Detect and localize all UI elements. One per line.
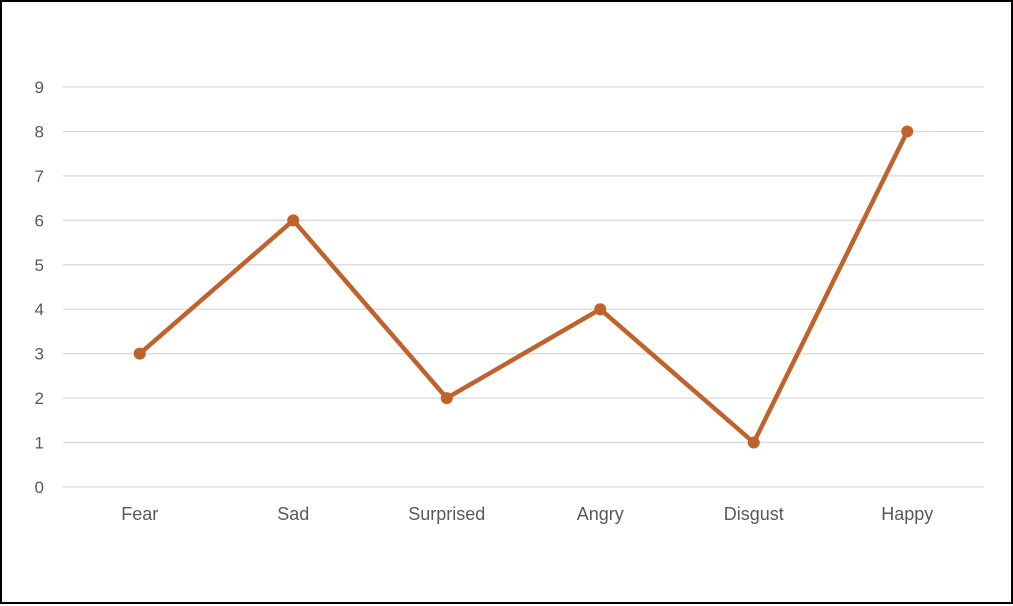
y-axis-tick-labels: 0 1 2 3 4 5 6 7 8 9 <box>35 78 44 497</box>
series-lines <box>137 129 910 445</box>
data-point-happy <box>901 125 914 138</box>
y-tick-label: 0 <box>35 478 44 497</box>
x-axis-category-labels: Fear Sad Surprised Angry Disgust Happy <box>121 504 933 524</box>
x-category-label: Disgust <box>724 504 784 524</box>
y-tick-label: 2 <box>35 389 44 408</box>
y-tick-label: 7 <box>35 167 44 186</box>
series-line <box>137 129 910 445</box>
x-category-label: Fear <box>121 504 158 524</box>
data-point-disgust <box>747 436 760 449</box>
y-tick-label: 3 <box>35 345 44 364</box>
data-point-angry <box>594 303 607 316</box>
gridlines <box>63 86 984 488</box>
y-tick-label: 1 <box>35 434 44 453</box>
data-point-fear <box>133 347 146 360</box>
x-category-label: Sad <box>277 504 309 524</box>
y-tick-label: 5 <box>35 256 44 275</box>
x-category-label: Happy <box>881 504 933 524</box>
data-point-sad <box>287 214 300 227</box>
y-tick-label: 6 <box>35 211 44 230</box>
x-category-label: Angry <box>577 504 624 524</box>
data-point-surprised <box>440 392 453 405</box>
x-category-label: Surprised <box>408 504 485 524</box>
y-tick-label: 9 <box>35 78 44 97</box>
series-markers <box>133 125 914 449</box>
y-tick-label: 4 <box>35 300 44 319</box>
y-tick-label: 8 <box>35 122 44 141</box>
